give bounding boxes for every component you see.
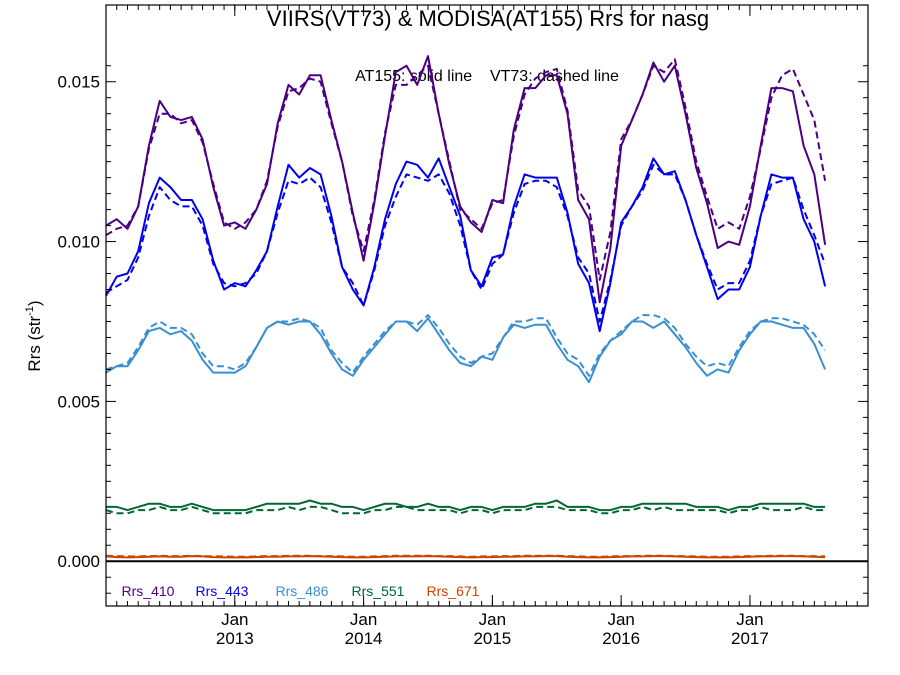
y-tick-label: 0.005 (57, 392, 100, 411)
series-line-rrs-410-dashed (105, 58, 827, 281)
series-line-rrs-551-solid (106, 499, 826, 512)
x-tick-label-year: 2014 (345, 629, 383, 648)
y-tick-label: 0.015 (57, 73, 100, 92)
series-line-rrs-551-dashed (105, 505, 826, 515)
plot-series (105, 55, 868, 563)
y-axis-label-text: Rrs (str-1) (24, 300, 44, 371)
x-tick-label-year: 2013 (216, 629, 254, 648)
x-tick-label-month: Jan (607, 610, 634, 629)
x-tick-label-month: Jan (479, 610, 506, 629)
x-tick-label-year: 2016 (602, 629, 640, 648)
y-axis-label-superscript: -1 (24, 306, 36, 316)
series-line-rrs-671-dashed (105, 554, 826, 558)
x-tick-label-month: Jan (350, 610, 377, 629)
chart-title: VIIRS(VT73) & MODISA(AT155) Rrs for nasg (267, 6, 709, 31)
legend-item-rrs-486: Rrs_486 (276, 583, 329, 599)
y-axis-label-tail: ) (25, 300, 44, 306)
legend-item-rrs-551: Rrs_551 (352, 583, 405, 599)
legend-item-rrs-410: Rrs_410 (122, 583, 175, 599)
x-tick-label-month: Jan (736, 610, 763, 629)
x-tick-label-year: 2017 (731, 629, 769, 648)
y-tick-label: 0.000 (57, 552, 100, 571)
legend: Rrs_410 Rrs_443 Rrs_486 Rrs_551 Rrs_671 (122, 583, 480, 599)
y-axis-label: Rrs (str-1) (24, 300, 44, 371)
series-line-rrs-486-solid (105, 317, 827, 384)
y-axis: 0.000 0.005 0.010 0.015 (57, 65, 868, 594)
legend-item-rrs-671: Rrs_671 (427, 583, 480, 599)
x-tick-label-month: Jan (221, 610, 248, 629)
series-line-rrs-486-dashed (105, 314, 826, 377)
plot-frame (105, 4, 869, 607)
y-tick-label: 0.010 (57, 233, 100, 252)
x-tick-label-year: 2015 (473, 629, 511, 648)
legend-item-rrs-443: Rrs_443 (196, 583, 249, 599)
y-axis-label-main: Rrs (str (25, 316, 44, 372)
